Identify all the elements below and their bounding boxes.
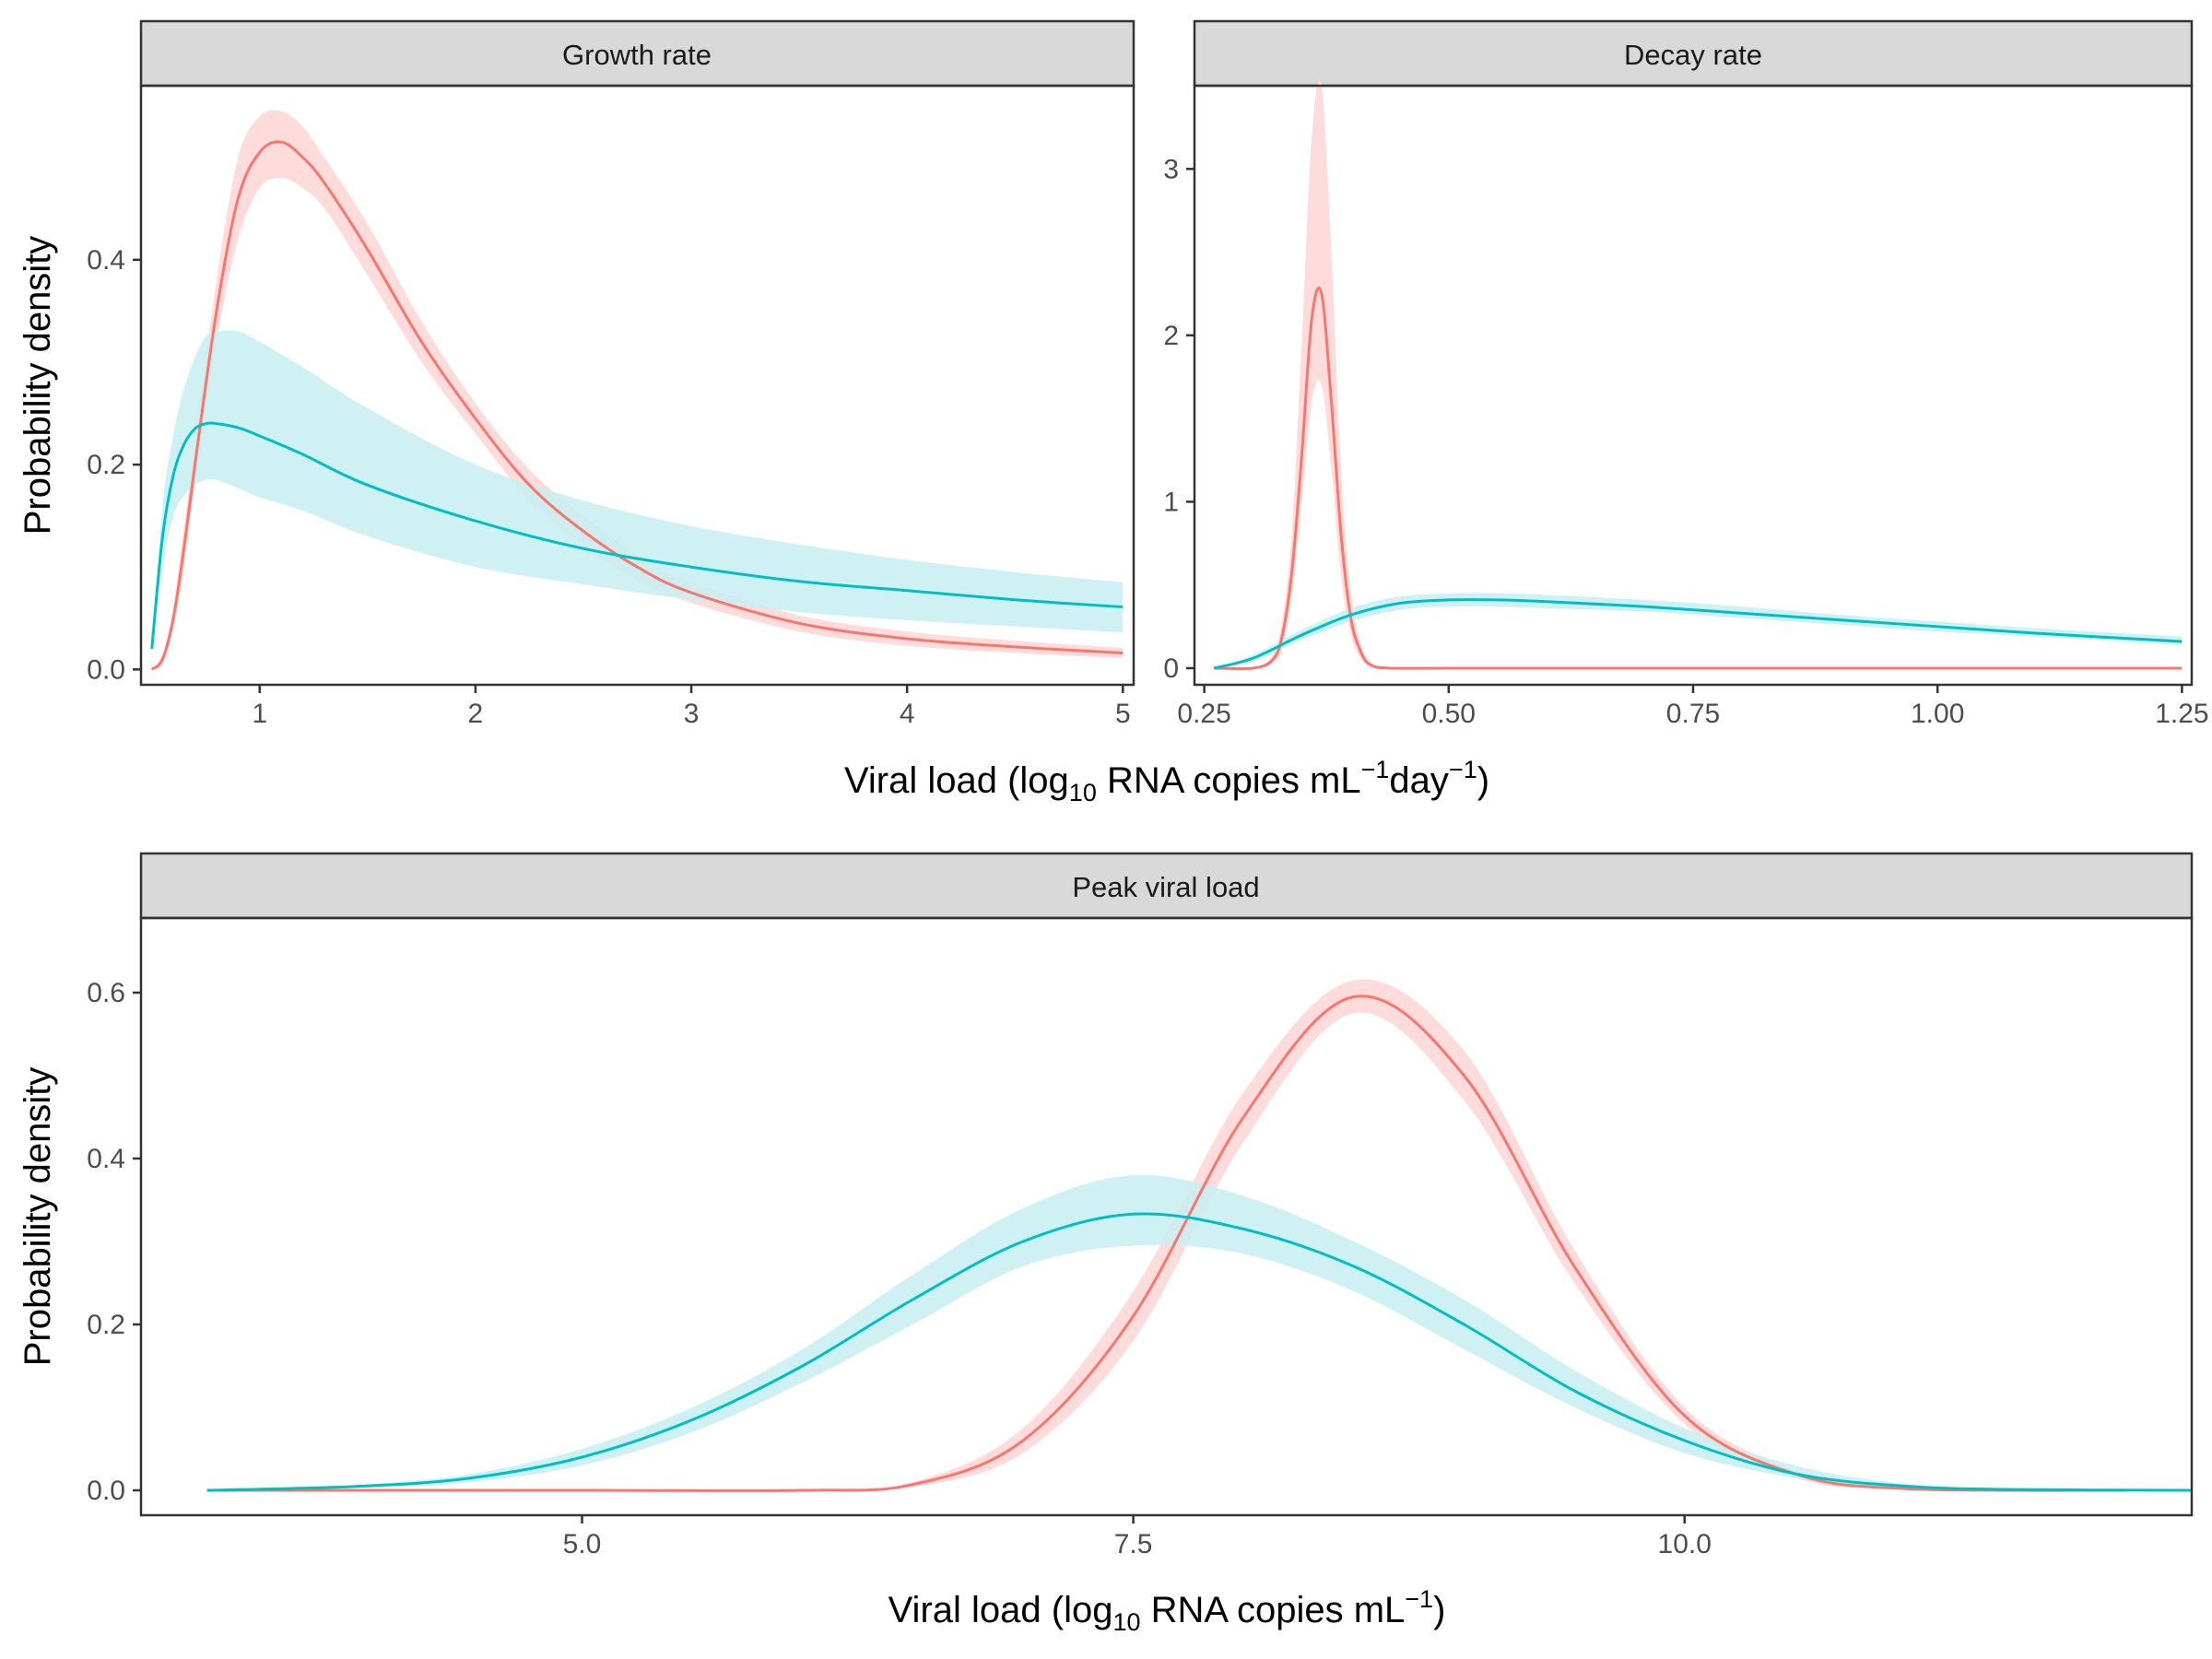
density-line-teal-peak-viral-load: [206, 1212, 2193, 1492]
x-tick-label: 1.25: [2155, 699, 2208, 729]
strip-title-decay-rate: Decay rate: [1624, 39, 1762, 71]
x-tick-label: 5: [1115, 699, 1131, 729]
strip-growth-rate: [139, 19, 1135, 88]
panel-peak-viral-load: Peak viral load 5.0 7.5 10.0 0.0 0.2 0.4 0.6: [87, 852, 2194, 1559]
y-tick-label: 0.0: [87, 654, 125, 685]
ci-band-teal-decay-rate: [1214, 593, 2183, 668]
density-line-teal-decay-rate: [1213, 598, 2183, 670]
density-line-red-peak-viral-load: [206, 994, 2126, 1492]
x-axis-title-top-mid: RNA copies mL: [1097, 760, 1361, 801]
x-axis-title-bottom-prefix: Viral load (log: [888, 1590, 1113, 1630]
strip-title-growth-rate: Growth rate: [562, 39, 712, 71]
x-axis-title-top-suffix: ): [1477, 760, 1489, 801]
x-tick-label: 1: [252, 699, 267, 729]
panel-decay-rate: Decay rate 0.25 0.50 0.75 1.00 1.25 0 1 2 3: [1163, 19, 2209, 729]
strip-peak-viral-load: [139, 852, 2194, 920]
density-line-teal-growth-rate: [150, 421, 1124, 650]
x-axis-title-bottom-suffix: ): [1433, 1590, 1445, 1630]
y-tick-label: 2: [1163, 321, 1179, 351]
y-tick-label: 0: [1163, 653, 1179, 684]
plot-area-decay-rate: 0.25 0.50 0.75 1.00 1.25 0 1 2 3: [1163, 79, 2209, 729]
y-tick-label: 0.2: [87, 1310, 125, 1340]
x-axis-title-top-mid2: day: [1389, 760, 1449, 801]
ci-band-red-decay-rate: [1214, 79, 2183, 670]
x-axis-title-top-sub: 10: [1069, 779, 1097, 806]
x-tick-label: 0.25: [1177, 699, 1230, 729]
y-tick-label: 1: [1163, 487, 1179, 517]
panel-border-peak-viral-load: [139, 916, 2194, 1517]
x-axis-title-bottom-sup1: −1: [1405, 1585, 1433, 1613]
panel-border-growth-rate: [139, 84, 1135, 687]
ci-band-teal-growth-rate: [151, 330, 1124, 650]
y-tick-label: 0.4: [87, 1144, 125, 1174]
y-tick-label: 0.0: [87, 1476, 125, 1506]
x-axis-title-bottom: Viral load (log10 RNA copies mL−1): [888, 1585, 1446, 1636]
x-axis-title-bottom-mid: RNA copies mL: [1141, 1590, 1406, 1630]
x-tick-label: 4: [900, 699, 915, 729]
ci-band-teal-peak-viral-load: [206, 1174, 2192, 1490]
y-tick-label: 3: [1163, 154, 1179, 184]
x-tick-label: 0.50: [1422, 699, 1476, 729]
y-tick-label: 0.2: [87, 450, 125, 480]
panel-border-decay-rate: [1193, 84, 2194, 687]
panel-growth-rate: Growth rate 1 2 3 4 5 0.0 0.2 0.4: [87, 19, 1135, 729]
y-axis-title-top: Probability density: [18, 236, 58, 535]
x-axis-title-top-prefix: Viral load (log: [844, 760, 1069, 801]
strip-title-peak-viral-load: Peak viral load: [1072, 871, 1259, 903]
density-line-red-growth-rate: [150, 140, 1124, 671]
x-tick-label: 5.0: [563, 1529, 602, 1559]
x-tick-label: 2: [468, 699, 484, 729]
x-axis-title-top-sup2: −1: [1449, 756, 1477, 783]
y-axis-title-bottom: Probability density: [18, 1067, 58, 1367]
plot-area-peak-viral-load: 5.0 7.5 10.0 0.0 0.2 0.4 0.6: [87, 978, 2193, 1559]
x-tick-label: 10.0: [1658, 1529, 1712, 1559]
x-tick-label: 1.00: [1911, 699, 1964, 729]
density-line-red-decay-rate: [1214, 287, 2183, 671]
x-axis-title-top-sup1: −1: [1361, 756, 1390, 783]
y-tick-label: 0.4: [87, 245, 125, 276]
y-tick-label: 0.6: [87, 978, 125, 1008]
plot-area-growth-rate: 1 2 3 4 5 0.0 0.2 0.4: [87, 110, 1131, 729]
x-tick-label: 3: [684, 699, 700, 729]
x-tick-label: 0.75: [1666, 699, 1720, 729]
x-axis-title-bottom-sub: 10: [1112, 1608, 1140, 1636]
strip-decay-rate: [1193, 19, 2194, 88]
x-tick-label: 7.5: [1114, 1529, 1153, 1559]
x-axis-title-top: Viral load (log10 RNA copies mL−1day−1): [844, 756, 1489, 806]
